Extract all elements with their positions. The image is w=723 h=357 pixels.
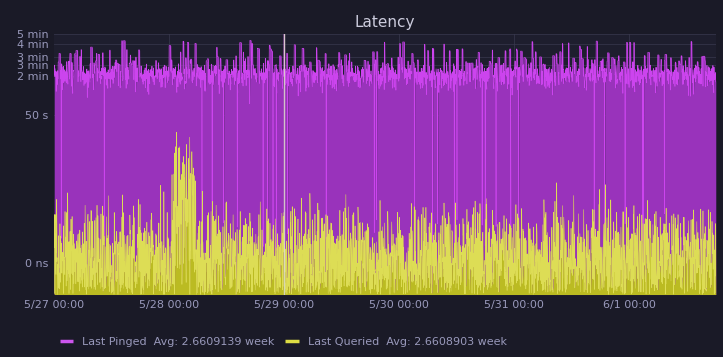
Legend: Last Pinged  Avg: 2.6609139 week, Last Queried  Avg: 2.6608903 week: Last Pinged Avg: 2.6609139 week, Last Qu… [60, 337, 507, 347]
Title: Latency: Latency [355, 15, 415, 30]
